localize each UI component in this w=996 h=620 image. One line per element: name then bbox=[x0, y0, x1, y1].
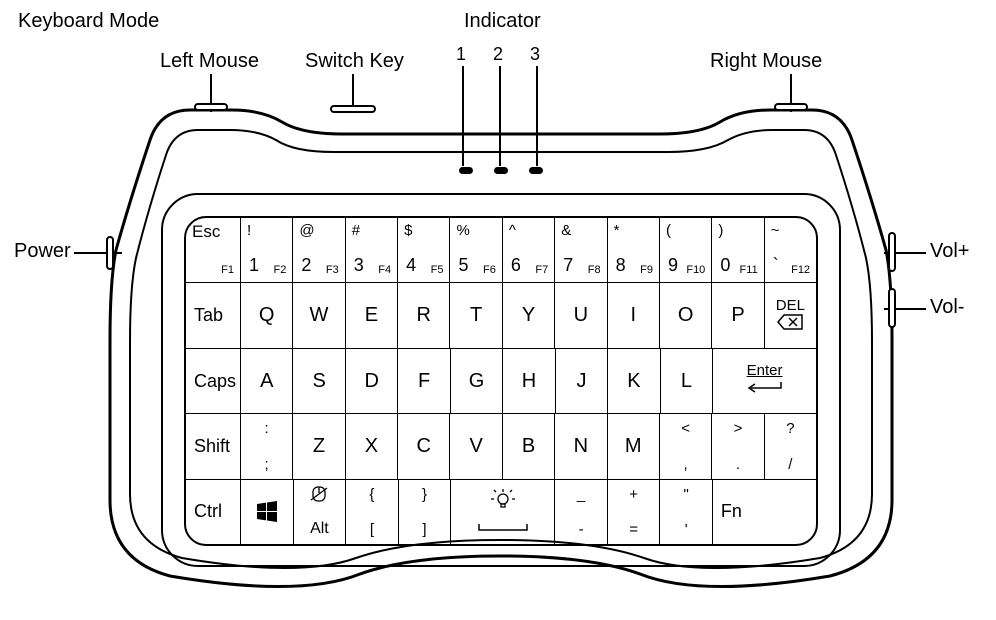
button-power[interactable] bbox=[106, 236, 114, 270]
key-sym[interactable]: {[ bbox=[345, 480, 398, 544]
key-z[interactable]: Z bbox=[292, 414, 344, 478]
led-1 bbox=[459, 167, 473, 174]
label-indicator: Indicator bbox=[464, 10, 541, 33]
key-a[interactable]: A bbox=[240, 349, 292, 413]
key-w[interactable]: W bbox=[292, 283, 344, 347]
label-ind-3: 3 bbox=[530, 44, 540, 65]
keyboard-row: CapsASDFGHJKLEnter bbox=[186, 348, 816, 413]
key-sym[interactable]: += bbox=[607, 480, 660, 544]
key-d[interactable]: D bbox=[345, 349, 397, 413]
key-t[interactable]: T bbox=[449, 283, 501, 347]
button-vol-down[interactable] bbox=[888, 288, 896, 328]
label-ind-1: 1 bbox=[456, 44, 466, 65]
key-5[interactable]: %5F6 bbox=[449, 218, 501, 282]
key-n[interactable]: N bbox=[554, 414, 606, 478]
key-f[interactable]: F bbox=[397, 349, 449, 413]
key-sym[interactable]: ?/ bbox=[764, 414, 816, 478]
line-ind3 bbox=[536, 66, 538, 166]
line-power bbox=[74, 252, 122, 254]
keyboard-row: TabQWERTYUIOPDEL bbox=[186, 282, 816, 347]
key-q[interactable]: Q bbox=[240, 283, 292, 347]
keyboard-row: Shift:;ZXCVBNM<,>.?/ bbox=[186, 413, 816, 478]
key-sym[interactable]: }] bbox=[398, 480, 451, 544]
key-tab[interactable]: Tab bbox=[186, 283, 240, 347]
led-3 bbox=[529, 167, 543, 174]
key-y[interactable]: Y bbox=[502, 283, 554, 347]
label-vol-up: Vol+ bbox=[930, 240, 969, 263]
key-x[interactable]: X bbox=[345, 414, 397, 478]
key-alt[interactable]: Alt bbox=[293, 480, 346, 544]
keyboard-row: Ctrl Alt{[}] _-+="'Fn bbox=[186, 479, 816, 544]
enter-arrow-icon bbox=[745, 381, 785, 395]
button-left-mouse[interactable] bbox=[194, 103, 228, 111]
key-r[interactable]: R bbox=[397, 283, 449, 347]
key-shift[interactable]: Shift bbox=[186, 414, 240, 478]
key-1[interactable]: !1F2 bbox=[240, 218, 292, 282]
windows-icon bbox=[255, 500, 279, 524]
key-caps[interactable]: Caps bbox=[186, 349, 240, 413]
line-switch-key bbox=[352, 74, 354, 108]
key-fn[interactable]: Fn bbox=[712, 480, 816, 544]
key-m[interactable]: M bbox=[607, 414, 659, 478]
key-sym[interactable]: "' bbox=[659, 480, 712, 544]
label-vol-down: Vol- bbox=[930, 296, 964, 319]
key-enter[interactable]: Enter bbox=[712, 349, 816, 413]
key-k[interactable]: K bbox=[607, 349, 659, 413]
key-o[interactable]: O bbox=[659, 283, 711, 347]
key-c[interactable]: C bbox=[397, 414, 449, 478]
key-9[interactable]: (9F10 bbox=[659, 218, 711, 282]
backspace-icon bbox=[777, 314, 803, 330]
key-0[interactable]: )0F11 bbox=[711, 218, 763, 282]
key-b[interactable]: B bbox=[502, 414, 554, 478]
key-ctrl[interactable]: Ctrl bbox=[186, 480, 240, 544]
key-3[interactable]: #3F4 bbox=[345, 218, 397, 282]
key-l[interactable]: L bbox=[660, 349, 712, 413]
space-bracket-icon bbox=[477, 522, 529, 532]
key-8[interactable]: *8F9 bbox=[607, 218, 659, 282]
key-e[interactable]: E bbox=[345, 283, 397, 347]
label-ind-2: 2 bbox=[493, 44, 503, 65]
key-p[interactable]: P bbox=[711, 283, 763, 347]
key-sym[interactable]: >. bbox=[711, 414, 763, 478]
line-ind1 bbox=[462, 66, 464, 166]
key-4[interactable]: $4F5 bbox=[397, 218, 449, 282]
key-del[interactable]: DEL bbox=[764, 283, 816, 347]
key-u[interactable]: U bbox=[554, 283, 606, 347]
key-sym[interactable]: <, bbox=[659, 414, 711, 478]
key-sym[interactable]: :; bbox=[240, 414, 292, 478]
button-right-mouse[interactable] bbox=[774, 103, 808, 111]
key-space[interactable] bbox=[450, 480, 554, 544]
keyboard-row: EscF1!1F2@2F3#3F4$4F5%5F6^6F7&7F8*8F9(9F… bbox=[186, 218, 816, 282]
key-j[interactable]: J bbox=[555, 349, 607, 413]
keyboard-frame: EscF1!1F2@2F3#3F4$4F5%5F6^6F7&7F8*8F9(9F… bbox=[184, 216, 818, 546]
key-s[interactable]: S bbox=[292, 349, 344, 413]
label-power: Power bbox=[14, 240, 71, 263]
button-vol-up[interactable] bbox=[888, 232, 896, 272]
key-esc[interactable]: EscF1 bbox=[186, 218, 240, 282]
label-left-mouse: Left Mouse bbox=[160, 50, 259, 73]
bulb-icon bbox=[489, 487, 517, 511]
key-v[interactable]: V bbox=[449, 414, 501, 478]
label-right-mouse: Right Mouse bbox=[710, 50, 822, 73]
key-sym[interactable]: _- bbox=[554, 480, 607, 544]
key-windows[interactable] bbox=[240, 480, 293, 544]
led-2 bbox=[494, 167, 508, 174]
key-2[interactable]: @2F3 bbox=[292, 218, 344, 282]
title-keyboard-mode: Keyboard Mode bbox=[18, 10, 159, 33]
key-`[interactable]: ~`F12 bbox=[764, 218, 816, 282]
key-g[interactable]: G bbox=[450, 349, 502, 413]
key-6[interactable]: ^6F7 bbox=[502, 218, 554, 282]
key-h[interactable]: H bbox=[502, 349, 554, 413]
label-switch-key: Switch Key bbox=[305, 50, 404, 73]
keyboard-grid: EscF1!1F2@2F3#3F4$4F5%5F6^6F7&7F8*8F9(9F… bbox=[186, 218, 816, 544]
key-i[interactable]: I bbox=[607, 283, 659, 347]
line-ind2 bbox=[499, 66, 501, 166]
key-7[interactable]: &7F8 bbox=[554, 218, 606, 282]
button-switch-key[interactable] bbox=[330, 105, 376, 113]
mouse-off-icon bbox=[309, 486, 329, 502]
